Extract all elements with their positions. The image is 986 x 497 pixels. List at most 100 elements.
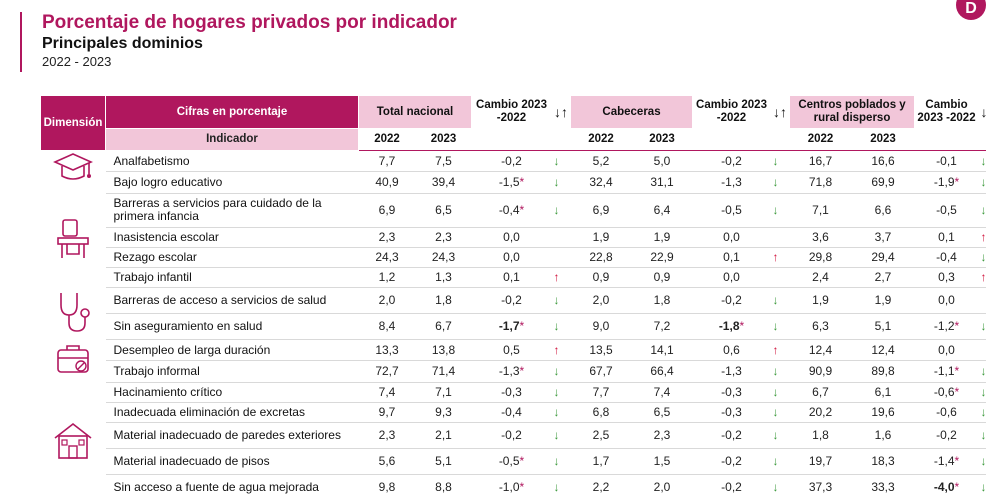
total-arrow bbox=[551, 227, 571, 248]
col-dimension[interactable]: Dimensión bbox=[40, 96, 106, 150]
rural-2023: 33,3 bbox=[851, 474, 915, 497]
table-row: Material inadecuado de pisos 5,6 5,1 -0,5* ↓… bbox=[41, 448, 986, 475]
table-row: Analfabetismo 7,7 7,5 -0,2 ↓ 5,2 5,0 -0,2 ↓ 16,7 1… bbox=[41, 150, 986, 180]
arrow-down-icon: ↓ bbox=[551, 448, 571, 475]
total-2022: 72,7 bbox=[358, 360, 416, 383]
arrow-down-icon: ↓ bbox=[770, 474, 790, 497]
arrow-down-icon: ↓ bbox=[770, 313, 790, 340]
significance-star: * bbox=[519, 364, 525, 379]
cabeceras-2022: 1,9 bbox=[570, 227, 632, 248]
indicator-name: Hacinamiento crítico bbox=[105, 382, 359, 403]
rural-cambio-value: -0,6 bbox=[936, 405, 957, 419]
rural-2022: 19,7 bbox=[789, 448, 852, 475]
arrow-down-icon: ↓ bbox=[770, 171, 790, 194]
significance-star: * bbox=[519, 203, 525, 217]
arrow-down-icon: ↓ bbox=[551, 171, 571, 194]
header-row-2: Indicador 2022 2023 2022 2023 2022 2023 bbox=[41, 127, 986, 151]
col-total-nacional[interactable]: Total nacional bbox=[358, 96, 472, 128]
arrow-down-icon: ↓ bbox=[770, 193, 790, 228]
cabeceras-cambio-value: -0,2 bbox=[721, 480, 742, 494]
rural-cambio: 0,1 bbox=[914, 227, 979, 248]
cabeceras-2023: 1,8 bbox=[631, 287, 693, 314]
arrow-down-icon: ↓ bbox=[770, 360, 790, 383]
total-2023: 1,8 bbox=[415, 287, 472, 314]
cabeceras-2022: 2,5 bbox=[570, 422, 632, 449]
total-cambio-value: -0,2 bbox=[501, 293, 522, 307]
rural-cambio: -0,6* bbox=[914, 382, 979, 403]
indicator-name: Trabajo informal bbox=[105, 360, 359, 383]
table-row: Trabajo infantil 1,2 1,3 0,1 ↑ 0,9 0,9 0,0 2,4 2,… bbox=[41, 267, 986, 288]
sort-icon-total[interactable]: ↓↑ bbox=[551, 96, 571, 128]
rural-cambio: -0,2 bbox=[914, 422, 979, 449]
significance-star: * bbox=[954, 454, 960, 468]
cabeceras-cambio: -0,3 bbox=[692, 382, 771, 403]
rural-2022: 37,3 bbox=[789, 474, 852, 497]
cabeceras-cambio-value: -0,5 bbox=[721, 203, 742, 217]
rural-cambio-value: -1,9 bbox=[933, 175, 955, 190]
total-2023: 71,4 bbox=[415, 360, 472, 383]
col-indicador[interactable]: Indicador bbox=[105, 127, 359, 150]
rural-2023: 5,1 bbox=[851, 313, 915, 340]
significance-star: * bbox=[954, 175, 960, 190]
rural-2023: 12,4 bbox=[851, 339, 915, 361]
cabeceras-2023: 6,4 bbox=[631, 193, 693, 228]
rural-cambio: -0,1 bbox=[914, 150, 979, 172]
col-cambio-cabeceras[interactable]: Cambio 2023 -2022 bbox=[692, 96, 771, 128]
arrow-down-icon: ↓ bbox=[770, 448, 790, 475]
indicator-name: Sin acceso a fuente de agua mejorada bbox=[105, 474, 359, 497]
stethoscope-icon bbox=[53, 292, 93, 338]
cabeceras-2023: 5,0 bbox=[631, 150, 693, 172]
indicator-name: Barreras de acceso a servicios de salud bbox=[105, 287, 359, 314]
arrow-down-icon: ↓ bbox=[551, 382, 571, 403]
indicator-name: Material inadecuado de paredes exteriore… bbox=[105, 422, 359, 449]
total-cambio-value: 0,0 bbox=[503, 250, 520, 264]
header-row-1: Dimensión Cifras en porcentaje Total nac… bbox=[40, 96, 986, 150]
cabeceras-2022: 13,5 bbox=[570, 339, 632, 361]
arrow-down-icon: ↓ bbox=[551, 287, 571, 314]
cabeceras-cambio: -0,2 bbox=[692, 150, 771, 172]
cabeceras-2022: 0,9 bbox=[570, 267, 632, 288]
col-cabeceras[interactable]: Cabeceras bbox=[570, 96, 693, 128]
significance-star: * bbox=[954, 364, 960, 379]
cabeceras-cambio-value: 0,0 bbox=[723, 230, 740, 244]
rural-cambio-value: -4,0 bbox=[933, 480, 955, 494]
table-row: Sin aseguramiento en salud 8,4 6,7 -1,7* ↓ 9,… bbox=[41, 313, 986, 340]
total-2022: 1,2 bbox=[358, 267, 416, 288]
cabeceras-2022: 6,8 bbox=[570, 402, 632, 423]
sort-icon-centros[interactable]: ↓↑ bbox=[978, 96, 986, 128]
page-subtitle: Principales dominios bbox=[42, 35, 203, 52]
rural-2022: 6,7 bbox=[789, 382, 852, 403]
total-2023: 9,3 bbox=[415, 402, 472, 423]
total-2022: 9,7 bbox=[358, 402, 416, 423]
significance-star: * bbox=[519, 319, 525, 333]
cabeceras-2023: 2,0 bbox=[631, 474, 693, 497]
cabeceras-cambio-value: -1,8 bbox=[718, 319, 740, 333]
cabeceras-2023: 1,9 bbox=[631, 227, 693, 248]
rural-2023: 2,7 bbox=[851, 267, 915, 288]
rural-cambio-value: -0,2 bbox=[936, 428, 957, 442]
col-cambio-total[interactable]: Cambio 2023 -2022 bbox=[471, 96, 552, 128]
cabeceras-cambio: 0,6 bbox=[692, 339, 771, 361]
sort-icon-cabeceras[interactable]: ↓↑ bbox=[770, 96, 790, 128]
rural-cambio: -1,4* bbox=[914, 448, 979, 475]
rural-cambio: -1,9* bbox=[914, 171, 979, 194]
indicator-name: Analfabetismo bbox=[105, 150, 359, 172]
school-desk-icon bbox=[53, 218, 93, 267]
rural-2022: 3,6 bbox=[789, 227, 852, 248]
total-2022: 40,9 bbox=[358, 171, 416, 194]
total-2023: 2,3 bbox=[415, 227, 472, 248]
col-cambio-centros[interactable]: Cambio 2023 -2022 bbox=[914, 96, 980, 128]
total-2022: 2,3 bbox=[358, 422, 416, 449]
total-2022: 13,3 bbox=[358, 339, 416, 361]
arrow-down-icon: ↓ bbox=[770, 150, 790, 172]
rural-cambio-value: -1,4 bbox=[933, 454, 955, 468]
total-2022: 2,3 bbox=[358, 227, 416, 248]
page-title: Porcentaje de hogares privados por indic… bbox=[42, 12, 457, 33]
col-centros-poblados[interactable]: Centros poblados y rural disperso bbox=[788, 96, 916, 128]
col-rur-2023: 2023 bbox=[850, 127, 916, 151]
rural-2022: 29,8 bbox=[789, 247, 852, 268]
cabeceras-2023: 7,2 bbox=[631, 313, 693, 340]
cabeceras-cambio: 0,0 bbox=[692, 227, 771, 248]
rural-2023: 6,1 bbox=[851, 382, 915, 403]
arrow-down-icon: ↓ bbox=[770, 382, 790, 403]
